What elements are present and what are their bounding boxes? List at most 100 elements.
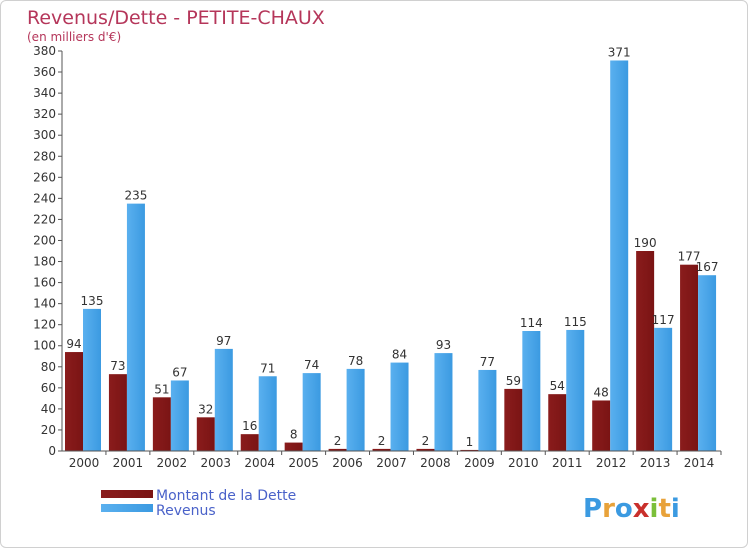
chart-title: Revenus/Dette - PETITE-CHAUX	[27, 7, 325, 29]
label-dette: 51	[154, 382, 169, 396]
label-revenus: 71	[260, 361, 275, 375]
label-revenus: 371	[608, 45, 631, 59]
y-tick-label: 100	[33, 339, 56, 353]
bar-revenus	[214, 348, 233, 451]
bar-revenus	[83, 308, 101, 451]
legend-label-revenus: Revenus	[156, 503, 216, 519]
bar-dette	[416, 448, 435, 451]
label-dette: 190	[634, 236, 657, 250]
bar-revenus	[346, 368, 365, 451]
y-tick-label: 200	[33, 233, 56, 247]
bar-revenus	[434, 353, 453, 451]
bar-dette	[152, 397, 171, 451]
label-dette: 2	[378, 434, 386, 448]
bar-dette	[592, 400, 611, 451]
brand-letter: P	[583, 494, 602, 524]
y-tick-label: 340	[33, 86, 56, 100]
x-tick-label: 2012	[596, 456, 627, 470]
x-tick-label: 2004	[244, 456, 275, 470]
y-tick-label: 320	[33, 107, 56, 121]
legend: Montant de la Dette Revenus	[101, 488, 296, 519]
label-dette: 48	[594, 385, 609, 399]
brand-letter: x	[633, 494, 650, 524]
y-tick-label: 160	[33, 276, 56, 290]
bar-dette	[548, 394, 567, 451]
x-tick-label: 2010	[508, 456, 539, 470]
bar-revenus	[390, 362, 409, 451]
brand-letter: i	[650, 494, 659, 524]
brand-letter: i	[671, 494, 680, 524]
y-tick-label: 20	[41, 423, 56, 437]
x-tick-label: 2011	[552, 456, 583, 470]
bar-revenus	[610, 60, 629, 451]
x-tick-label: 2002	[157, 456, 188, 470]
label-revenus: 135	[81, 294, 104, 308]
y-tick-label: 220	[33, 212, 56, 226]
y-tick-label: 120	[33, 318, 56, 332]
x-tick-label: 2007	[376, 456, 407, 470]
y-tick-label: 0	[48, 444, 56, 458]
x-tick-label: 2001	[113, 456, 144, 470]
bar-revenus	[170, 380, 189, 451]
y-tick-label: 80	[41, 360, 56, 374]
y-tick-label: 380	[33, 44, 56, 58]
y-tick-label: 260	[33, 170, 56, 184]
bar-dette	[680, 264, 699, 451]
label-revenus: 74	[304, 358, 319, 372]
label-revenus: 114	[520, 316, 543, 330]
legend-swatch-dette	[101, 490, 153, 498]
proxiti-text: Proxiti	[583, 494, 680, 524]
label-revenus: 115	[564, 315, 587, 329]
brand-letter: r	[602, 494, 615, 524]
bar-revenus	[302, 373, 321, 451]
bar-revenus	[258, 376, 277, 451]
y-tick-label: 300	[33, 128, 56, 142]
label-revenus: 84	[392, 348, 407, 362]
label-revenus: 235	[124, 189, 147, 203]
y-axis: 0 20 40 60 80 100 120 140 160 180 200 220 240 260 280 3…	[33, 44, 63, 458]
label-dette: 73	[110, 359, 125, 373]
label-revenus: 93	[436, 338, 451, 352]
y-tick-label: 280	[33, 149, 56, 163]
label-revenus: 67	[172, 365, 187, 379]
label-dette: 59	[506, 374, 521, 388]
label-dette: 54	[550, 379, 565, 393]
bar-dette	[504, 388, 523, 451]
bar-dette	[636, 251, 655, 451]
label-dette: 177	[678, 250, 701, 264]
bar-dette	[196, 417, 215, 451]
bar-revenus	[126, 203, 145, 451]
y-tick-label: 360	[33, 65, 56, 79]
y-tick-label: 240	[33, 191, 56, 205]
y-tick-label: 40	[41, 402, 56, 416]
label-revenus: 97	[216, 334, 231, 348]
label-revenus: 77	[480, 355, 495, 369]
x-tick-label: 2005	[288, 456, 319, 470]
label-dette: 32	[198, 402, 213, 416]
label-revenus: 117	[652, 313, 675, 327]
bar-dette	[284, 442, 303, 451]
label-dette: 16	[242, 419, 257, 433]
proxiti-logo: Proxiti	[583, 494, 680, 524]
bar-dette	[108, 374, 127, 451]
bar-dette	[240, 434, 259, 451]
legend-swatch-revenus	[101, 504, 153, 512]
brand-letter: t	[658, 494, 670, 524]
y-tick-label: 180	[33, 255, 56, 269]
x-tick-label: 2014	[684, 456, 715, 470]
x-tick-label: 2009	[464, 456, 495, 470]
label-dette: 2	[422, 434, 430, 448]
brand-letter: o	[615, 494, 633, 524]
y-tick-label: 60	[41, 381, 56, 395]
y-tick-label: 140	[33, 297, 56, 311]
label-dette: 2	[334, 434, 342, 448]
label-dette: 94	[66, 337, 81, 351]
label-revenus: 167	[696, 260, 719, 274]
x-tick-label: 2008	[420, 456, 451, 470]
x-axis: 2000 2001 2002 2003 2004 2005 2006 2007 2008 2009…	[62, 450, 722, 470]
bar-revenus	[478, 369, 497, 451]
x-tick-label: 2000	[69, 456, 100, 470]
x-tick-label: 2013	[640, 456, 671, 470]
